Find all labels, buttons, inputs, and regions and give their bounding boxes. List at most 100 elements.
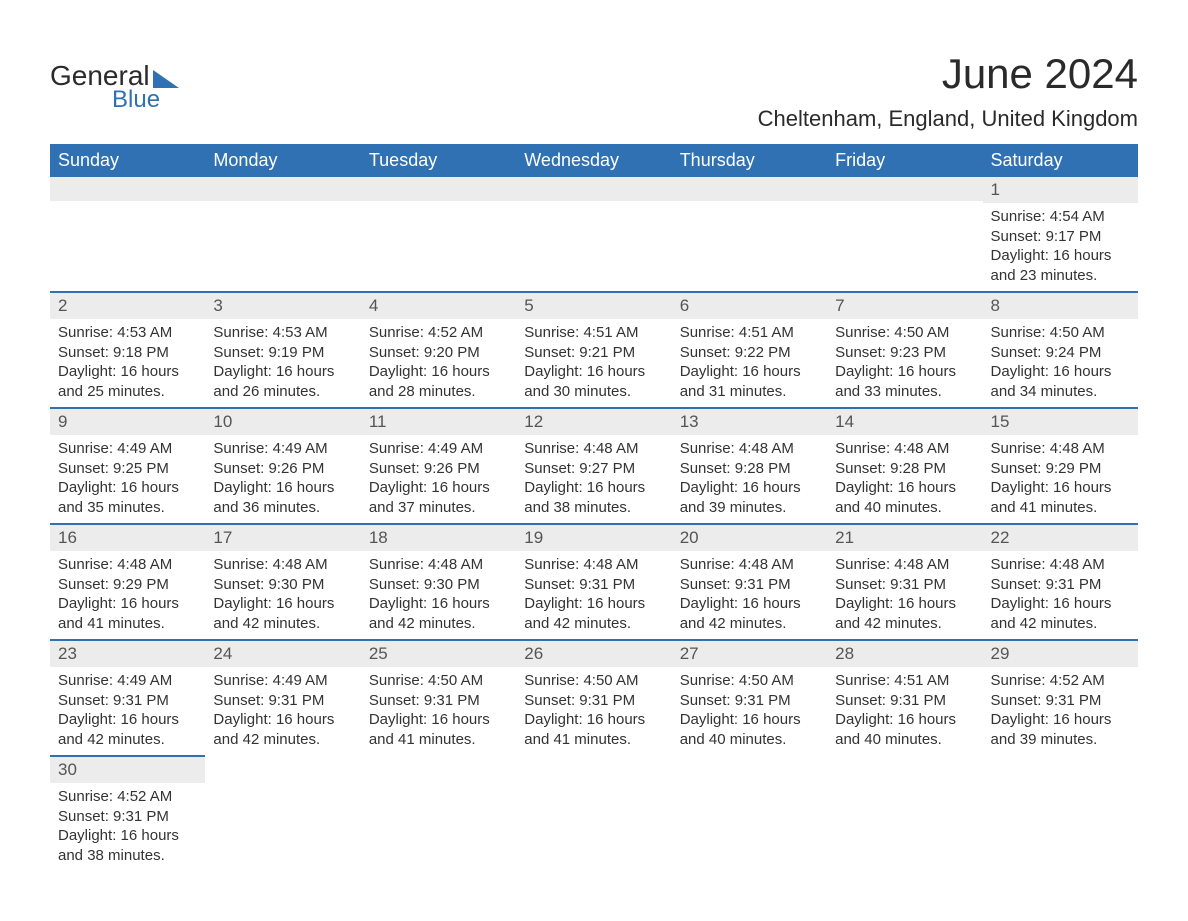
day-number: 4 [361, 293, 516, 319]
calendar-cell: 29Sunrise: 4:52 AMSunset: 9:31 PMDayligh… [983, 640, 1138, 756]
calendar-cell: 15Sunrise: 4:48 AMSunset: 9:29 PMDayligh… [983, 408, 1138, 524]
day-details [361, 201, 516, 261]
day-line-d2: and 33 minutes. [835, 382, 974, 402]
day-line-d2: and 39 minutes. [991, 730, 1130, 750]
day-line-ss: Sunset: 9:31 PM [58, 691, 197, 711]
day-line-sr: Sunrise: 4:48 AM [991, 555, 1130, 575]
calendar-cell: 7Sunrise: 4:50 AMSunset: 9:23 PMDaylight… [827, 292, 982, 408]
day-details [672, 780, 827, 840]
day-header: Friday [827, 144, 982, 177]
location-text: Cheltenham, England, United Kingdom [758, 106, 1138, 132]
day-line-d1: Daylight: 16 hours [680, 362, 819, 382]
day-line-sr: Sunrise: 4:53 AM [213, 323, 352, 343]
day-number: 20 [672, 525, 827, 551]
day-line-d1: Daylight: 16 hours [835, 594, 974, 614]
day-line-ss: Sunset: 9:31 PM [58, 807, 197, 827]
day-details: Sunrise: 4:53 AMSunset: 9:19 PMDaylight:… [205, 319, 360, 407]
day-header: Thursday [672, 144, 827, 177]
calendar-cell: 1Sunrise: 4:54 AMSunset: 9:17 PMDaylight… [983, 177, 1138, 292]
calendar-cell: 12Sunrise: 4:48 AMSunset: 9:27 PMDayligh… [516, 408, 671, 524]
day-line-sr: Sunrise: 4:48 AM [58, 555, 197, 575]
day-header: Monday [205, 144, 360, 177]
day-line-d2: and 35 minutes. [58, 498, 197, 518]
calendar-cell: 10Sunrise: 4:49 AMSunset: 9:26 PMDayligh… [205, 408, 360, 524]
day-number [827, 756, 982, 780]
day-line-sr: Sunrise: 4:49 AM [213, 439, 352, 459]
day-header: Saturday [983, 144, 1138, 177]
day-line-sr: Sunrise: 4:50 AM [524, 671, 663, 691]
calendar-cell [516, 177, 671, 292]
calendar-cell: 16Sunrise: 4:48 AMSunset: 9:29 PMDayligh… [50, 524, 205, 640]
day-line-sr: Sunrise: 4:51 AM [524, 323, 663, 343]
calendar-cell [672, 177, 827, 292]
day-number [672, 756, 827, 780]
day-number: 5 [516, 293, 671, 319]
calendar-table: SundayMondayTuesdayWednesdayThursdayFrid… [50, 144, 1138, 871]
day-line-ss: Sunset: 9:19 PM [213, 343, 352, 363]
day-details [205, 780, 360, 840]
day-line-d1: Daylight: 16 hours [991, 594, 1130, 614]
header: General Blue June 2024 Cheltenham, Engla… [50, 50, 1138, 132]
day-line-ss: Sunset: 9:29 PM [58, 575, 197, 595]
day-details: Sunrise: 4:51 AMSunset: 9:21 PMDaylight:… [516, 319, 671, 407]
day-number: 15 [983, 409, 1138, 435]
day-line-d1: Daylight: 16 hours [835, 710, 974, 730]
day-line-d2: and 34 minutes. [991, 382, 1130, 402]
day-line-sr: Sunrise: 4:48 AM [835, 439, 974, 459]
day-line-d1: Daylight: 16 hours [835, 362, 974, 382]
day-line-ss: Sunset: 9:31 PM [991, 691, 1130, 711]
day-line-d2: and 41 minutes. [369, 730, 508, 750]
day-line-ss: Sunset: 9:18 PM [58, 343, 197, 363]
day-line-d2: and 30 minutes. [524, 382, 663, 402]
calendar-cell [361, 177, 516, 292]
day-line-d2: and 40 minutes. [835, 730, 974, 750]
day-line-ss: Sunset: 9:22 PM [680, 343, 819, 363]
day-line-sr: Sunrise: 4:48 AM [524, 555, 663, 575]
day-line-d2: and 41 minutes. [524, 730, 663, 750]
day-number: 14 [827, 409, 982, 435]
day-number: 9 [50, 409, 205, 435]
day-details: Sunrise: 4:52 AMSunset: 9:20 PMDaylight:… [361, 319, 516, 407]
day-line-d2: and 42 minutes. [369, 614, 508, 634]
day-line-ss: Sunset: 9:31 PM [369, 691, 508, 711]
day-number [983, 756, 1138, 780]
day-number: 13 [672, 409, 827, 435]
calendar-body: 1Sunrise: 4:54 AMSunset: 9:17 PMDaylight… [50, 177, 1138, 871]
day-details: Sunrise: 4:49 AMSunset: 9:31 PMDaylight:… [205, 667, 360, 755]
day-line-d2: and 42 minutes. [58, 730, 197, 750]
month-title: June 2024 [758, 50, 1138, 98]
day-details: Sunrise: 4:48 AMSunset: 9:29 PMDaylight:… [983, 435, 1138, 523]
calendar-week: 1Sunrise: 4:54 AMSunset: 9:17 PMDaylight… [50, 177, 1138, 292]
day-line-d2: and 25 minutes. [58, 382, 197, 402]
day-details: Sunrise: 4:50 AMSunset: 9:23 PMDaylight:… [827, 319, 982, 407]
day-details: Sunrise: 4:48 AMSunset: 9:28 PMDaylight:… [672, 435, 827, 523]
day-line-ss: Sunset: 9:28 PM [835, 459, 974, 479]
day-line-d1: Daylight: 16 hours [524, 594, 663, 614]
day-details: Sunrise: 4:51 AMSunset: 9:22 PMDaylight:… [672, 319, 827, 407]
day-details [827, 780, 982, 840]
day-line-d1: Daylight: 16 hours [213, 478, 352, 498]
day-number: 2 [50, 293, 205, 319]
day-line-d2: and 42 minutes. [213, 730, 352, 750]
day-number: 23 [50, 641, 205, 667]
calendar-cell: 8Sunrise: 4:50 AMSunset: 9:24 PMDaylight… [983, 292, 1138, 408]
calendar-cell: 28Sunrise: 4:51 AMSunset: 9:31 PMDayligh… [827, 640, 982, 756]
calendar-cell: 2Sunrise: 4:53 AMSunset: 9:18 PMDaylight… [50, 292, 205, 408]
day-line-sr: Sunrise: 4:48 AM [680, 555, 819, 575]
calendar-cell [50, 177, 205, 292]
day-line-d1: Daylight: 16 hours [991, 478, 1130, 498]
day-line-d2: and 40 minutes. [835, 498, 974, 518]
day-line-ss: Sunset: 9:27 PM [524, 459, 663, 479]
day-line-sr: Sunrise: 4:49 AM [58, 439, 197, 459]
day-details: Sunrise: 4:49 AMSunset: 9:31 PMDaylight:… [50, 667, 205, 755]
day-number: 27 [672, 641, 827, 667]
day-line-d1: Daylight: 16 hours [680, 710, 819, 730]
day-details [50, 201, 205, 261]
day-line-sr: Sunrise: 4:54 AM [991, 207, 1130, 227]
day-line-sr: Sunrise: 4:50 AM [835, 323, 974, 343]
day-line-d1: Daylight: 16 hours [369, 478, 508, 498]
calendar-cell: 13Sunrise: 4:48 AMSunset: 9:28 PMDayligh… [672, 408, 827, 524]
day-line-ss: Sunset: 9:28 PM [680, 459, 819, 479]
day-line-d1: Daylight: 16 hours [58, 478, 197, 498]
calendar-cell: 14Sunrise: 4:48 AMSunset: 9:28 PMDayligh… [827, 408, 982, 524]
